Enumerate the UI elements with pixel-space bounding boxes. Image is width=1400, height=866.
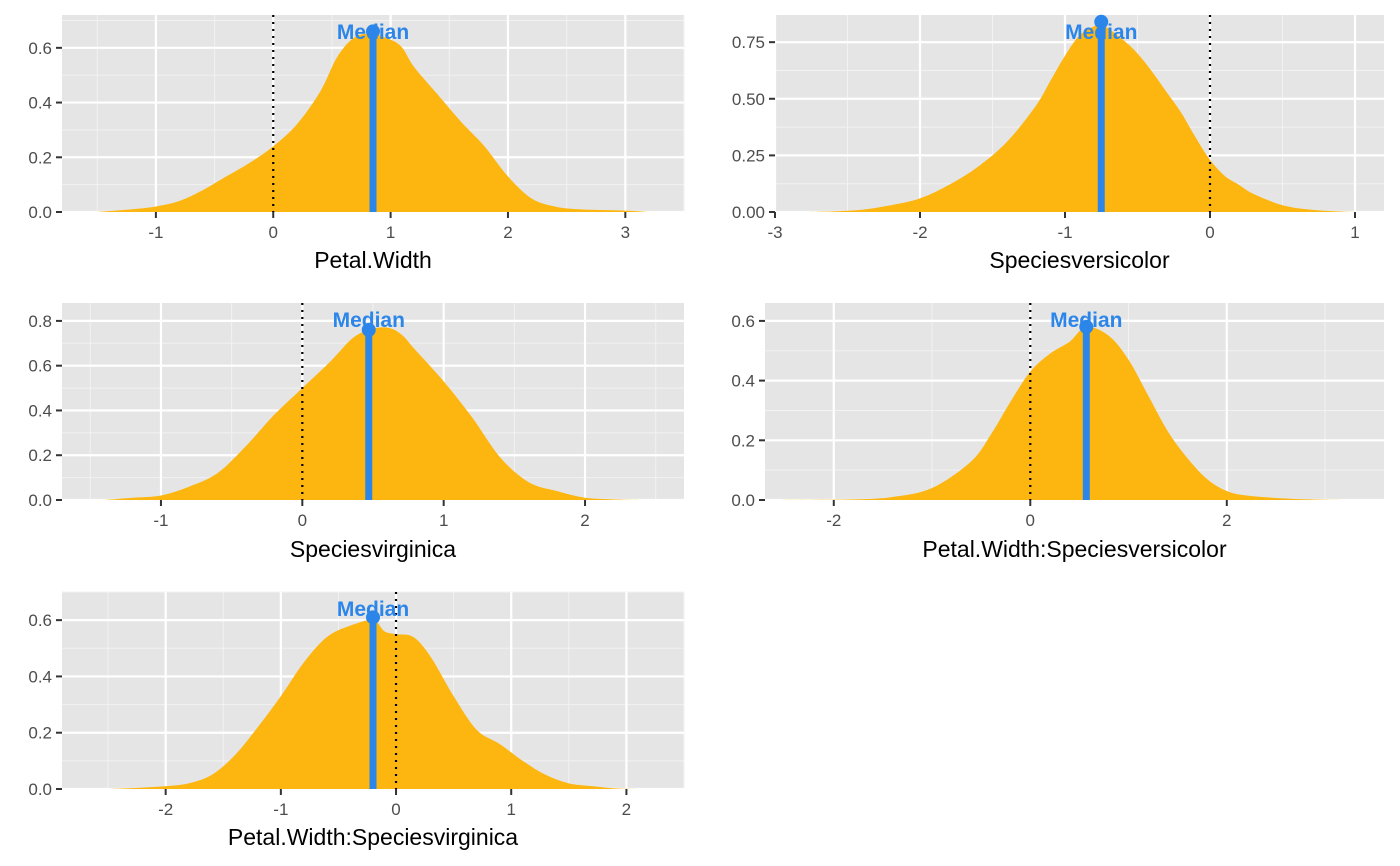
x-tick-label: -1 <box>1057 223 1072 242</box>
y-tick-label: 0.4 <box>28 94 52 113</box>
y-tick-label: 0.2 <box>28 446 52 465</box>
y-tick-label: 0.6 <box>731 312 755 331</box>
density-area <box>804 23 1355 213</box>
x-axis-title: Petal.Width <box>314 247 432 273</box>
y-tick-label: 0.0 <box>28 780 52 799</box>
x-axis-title: Petal.Width:Speciesvirginica <box>228 824 518 850</box>
y-tick-label: 0.6 <box>28 611 52 630</box>
y-tick-label: 0.00 <box>732 203 765 222</box>
x-tick-label: 1 <box>439 511 448 530</box>
y-tick-label: 0.25 <box>732 146 765 165</box>
x-tick-label: 3 <box>621 223 630 242</box>
y-tick-label: 0.0 <box>28 203 52 222</box>
panel-3: Median -1 0 1 2 0.0 0.2 0.4 0.6 0.8 Speciesvirgini… <box>28 303 684 562</box>
x-tick-label: 0 <box>269 223 278 242</box>
y-tick-label: 0.2 <box>731 431 755 450</box>
x-tick-label: 0 <box>391 800 400 819</box>
panel-4: Median -2 0 2 0.0 0.2 0.4 0.6 Petal.Width:Specie… <box>731 303 1384 562</box>
x-tick-label: -3 <box>767 223 782 242</box>
panel-1: Median -1 0 1 2 3 0.0 0.2 0.4 0.6 Petal.Width <box>28 15 685 273</box>
x-tick-label: 2 <box>622 800 631 819</box>
x-tick-label: -1 <box>273 800 288 819</box>
x-axis-title: Petal.Width:Speciesversicolor <box>922 536 1227 562</box>
y-tick-label: 0.2 <box>28 724 52 743</box>
y-tick-label: 0.4 <box>28 401 52 420</box>
median-point <box>366 24 380 39</box>
density-area <box>104 327 642 500</box>
y-tick-label: 0.75 <box>732 33 765 52</box>
y-tick-label: 0.2 <box>28 148 52 167</box>
y-tick-label: 0.50 <box>732 90 765 109</box>
x-tick-label: 1 <box>506 800 515 819</box>
median-point <box>361 322 376 337</box>
x-axis-title: Speciesvirginica <box>290 536 456 562</box>
x-tick-label: -1 <box>153 511 168 530</box>
x-tick-label: 0 <box>298 511 307 530</box>
x-tick-label: 2 <box>1222 511 1231 530</box>
y-tick-label: 0.0 <box>28 491 52 510</box>
median-label: Median <box>333 309 405 332</box>
median-label: Median <box>1065 21 1137 44</box>
median-point <box>1079 319 1094 334</box>
y-tick-label: 0.4 <box>731 372 755 391</box>
median-label: Median <box>1050 309 1122 332</box>
panel-2: Median -3 -2 -1 0 1 0.00 0.25 0.50 0.75 Speciesver… <box>732 14 1384 273</box>
density-area <box>774 326 1365 500</box>
median-point <box>1094 14 1109 29</box>
y-tick-label: 0.8 <box>28 312 52 331</box>
median-label: Median <box>337 598 409 621</box>
x-tick-label: -2 <box>158 800 173 819</box>
x-tick-label: -2 <box>912 223 927 242</box>
x-axis-title: Speciesversicolor <box>989 247 1170 273</box>
x-tick-label: -2 <box>826 511 841 530</box>
y-tick-label: 0.0 <box>731 491 755 510</box>
x-tick-label: 0 <box>1205 223 1214 242</box>
x-tick-label: 0 <box>1026 511 1035 530</box>
panel-5: Median -2 -1 0 1 2 0.0 0.2 0.4 0.6 Petal.Width:Spe… <box>28 591 685 850</box>
median-label: Median <box>337 21 409 44</box>
median-point <box>366 610 380 625</box>
x-tick-label: -1 <box>148 223 163 242</box>
x-tick-label: 1 <box>1350 223 1359 242</box>
x-tick-label: 2 <box>503 223 512 242</box>
x-tick-label: 1 <box>386 223 395 242</box>
y-tick-label: 0.4 <box>28 667 52 686</box>
y-tick-label: 0.6 <box>28 357 52 376</box>
x-tick-label: 2 <box>580 511 589 530</box>
y-tick-label: 0.6 <box>28 39 52 58</box>
